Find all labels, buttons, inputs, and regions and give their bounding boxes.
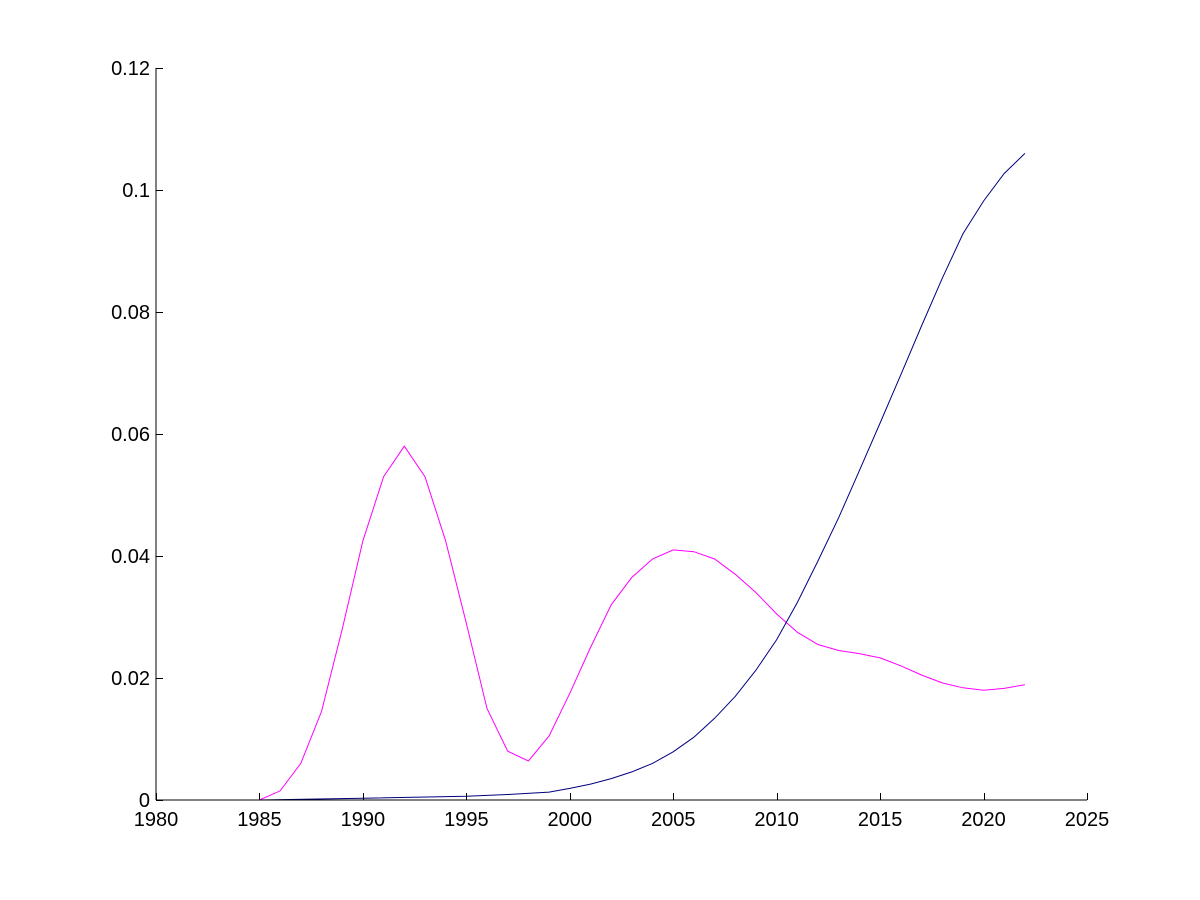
x-tick-label: 1980	[134, 809, 179, 831]
y-tick-label: 0.12	[111, 58, 150, 80]
series-line-1	[156, 445, 1025, 801]
x-tick-label: 2000	[548, 809, 593, 831]
y-tick-label: 0.06	[111, 424, 150, 446]
x-tick-label: 1990	[341, 809, 386, 831]
series-layer	[156, 153, 1026, 801]
x-tick-label: 2005	[651, 809, 696, 831]
x-tick-label: 2020	[961, 809, 1006, 831]
y-tick-label: 0.08	[111, 302, 150, 324]
x-tick-label: 2010	[754, 809, 799, 831]
x-tick-label: 2025	[1065, 809, 1110, 831]
x-tick-label: 2015	[858, 809, 903, 831]
y-tick-label: 0.04	[111, 546, 150, 568]
series-line-2	[156, 153, 1026, 801]
x-tick-label: 1985	[237, 809, 282, 831]
axes-layer: 1980 1985 1990 1995 2000 2005 2010 2015 2020 2025…	[111, 58, 1109, 831]
y-tick-label: 0	[139, 790, 150, 812]
y-tick-label: 0.1	[122, 180, 150, 202]
x-tick-label: 1995	[444, 809, 489, 831]
y-tick-label: 0.02	[111, 668, 150, 690]
